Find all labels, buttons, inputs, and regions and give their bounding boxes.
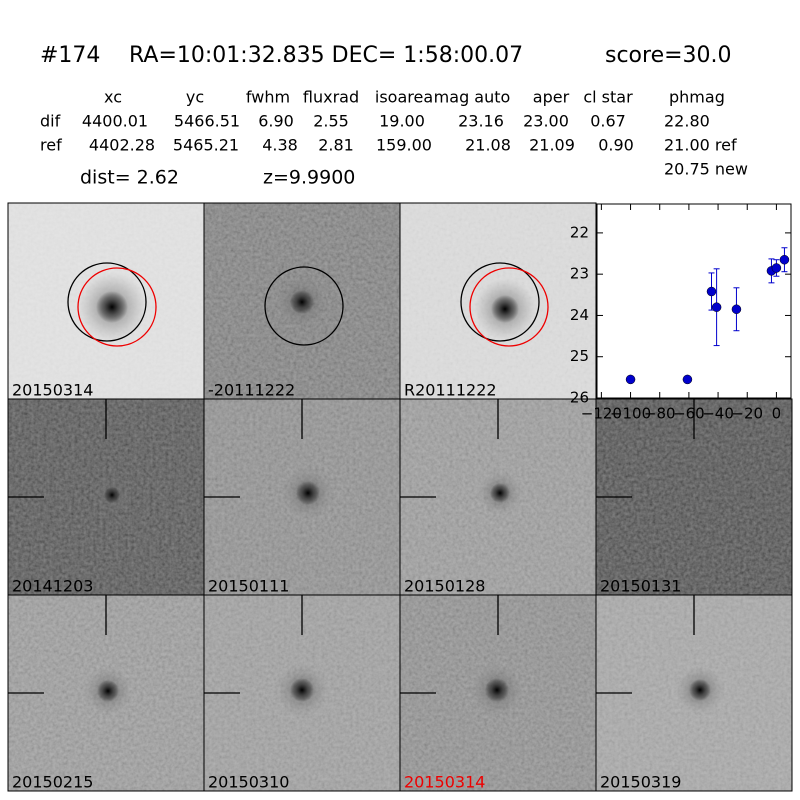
source xyxy=(290,678,314,702)
table-cell: dif xyxy=(40,112,61,131)
y-tick-label: 23 xyxy=(570,265,589,283)
table-cell: 2.55 xyxy=(313,112,349,131)
table-cell: ref xyxy=(40,136,62,155)
aperture xyxy=(67,262,147,342)
panel-label: 20150310 xyxy=(208,773,289,792)
x-tick-label: −40 xyxy=(702,405,734,423)
x-tick-label: −120 xyxy=(581,405,622,423)
score: score=30.0 xyxy=(605,43,732,68)
table-cell: 21.09 xyxy=(529,136,575,155)
table-cell: 4.38 xyxy=(262,136,298,155)
source xyxy=(689,679,711,701)
coordinates: RA=10:01:32.835 DEC= 1:58:00.07 xyxy=(129,43,523,68)
source xyxy=(104,487,120,503)
panel-label: 20150111 xyxy=(208,577,289,596)
x-tick-label: −80 xyxy=(644,405,676,423)
column-header: isoarea xyxy=(375,88,433,107)
column-header: cl star xyxy=(583,88,633,107)
point xyxy=(682,374,693,385)
x-tick-label: −20 xyxy=(731,405,763,423)
table-cell: 4402.28 xyxy=(89,136,155,155)
table-cell: 0.67 xyxy=(590,112,626,131)
plot-area xyxy=(596,203,792,399)
aperture xyxy=(469,267,549,347)
table-cell: 0.90 xyxy=(598,136,634,155)
panel-label: 20150314 xyxy=(404,773,485,792)
table-cell: 159.00 xyxy=(376,136,432,155)
table-cell: 23.00 xyxy=(523,112,569,131)
panel-frame xyxy=(595,594,793,792)
table-cell: 6.90 xyxy=(258,112,294,131)
source xyxy=(290,290,314,314)
table-cell: 21.00 ref xyxy=(664,136,737,155)
column-header: aper xyxy=(533,88,570,107)
panel-label: 20150319 xyxy=(600,773,681,792)
panel-label: 20150314 xyxy=(12,381,93,400)
x-tick-label: −100 xyxy=(610,405,651,423)
y-tick-label: 24 xyxy=(570,306,589,324)
point xyxy=(771,263,782,273)
panel-label: R20111222 xyxy=(404,381,497,400)
point xyxy=(706,286,717,297)
panel-label: -20111222 xyxy=(208,381,295,400)
object-id: #174 xyxy=(40,43,100,68)
y-tick-label: 22 xyxy=(570,223,589,241)
source xyxy=(491,295,519,323)
point xyxy=(711,302,722,312)
point xyxy=(625,374,636,385)
y-tick-label: 25 xyxy=(570,347,589,365)
column-header: fluxrad xyxy=(303,88,359,107)
phmag-new: 20.75 new xyxy=(664,160,748,179)
y-tick-label: 26 xyxy=(570,389,589,407)
panel-label: 20150128 xyxy=(404,577,485,596)
lightcurve: 22 23 24 25 26−120−100−80−60−40−20 0 xyxy=(570,203,792,423)
aperture xyxy=(264,266,344,346)
table-cell: 22.80 xyxy=(664,112,710,131)
panels: 20150314 -20111222 R20111222 20141203 201501… xyxy=(7,202,793,792)
table-cell: 21.08 xyxy=(465,136,511,155)
column-header: xc xyxy=(104,88,122,107)
column-header: mag auto xyxy=(434,88,511,107)
source xyxy=(296,481,320,505)
source xyxy=(97,680,119,702)
table-cell: 2.81 xyxy=(318,136,354,155)
panel-label: 20150131 xyxy=(600,577,681,596)
column-header: phmag xyxy=(669,88,725,107)
table-cell: 19.00 xyxy=(379,112,425,131)
x-tick-label: −60 xyxy=(673,405,705,423)
aperture xyxy=(77,267,157,347)
x-tick-label: 0 xyxy=(772,405,782,423)
source xyxy=(485,678,509,702)
table-cell: 23.16 xyxy=(458,112,504,131)
source xyxy=(490,483,510,503)
panel-label: 20150215 xyxy=(12,773,93,792)
source xyxy=(96,291,128,323)
aperture xyxy=(460,262,540,342)
column-header: fwhm xyxy=(246,88,290,107)
redshift: z=9.9900 xyxy=(263,167,355,189)
panel-label: 20141203 xyxy=(12,577,93,596)
column-header: yc xyxy=(186,88,204,107)
table-cell: 5466.51 xyxy=(174,112,240,131)
point xyxy=(779,254,790,265)
table-cell: 4400.01 xyxy=(82,112,148,131)
point xyxy=(731,304,742,315)
distance: dist= 2.62 xyxy=(80,167,179,189)
table-cell: 5465.21 xyxy=(173,136,239,155)
